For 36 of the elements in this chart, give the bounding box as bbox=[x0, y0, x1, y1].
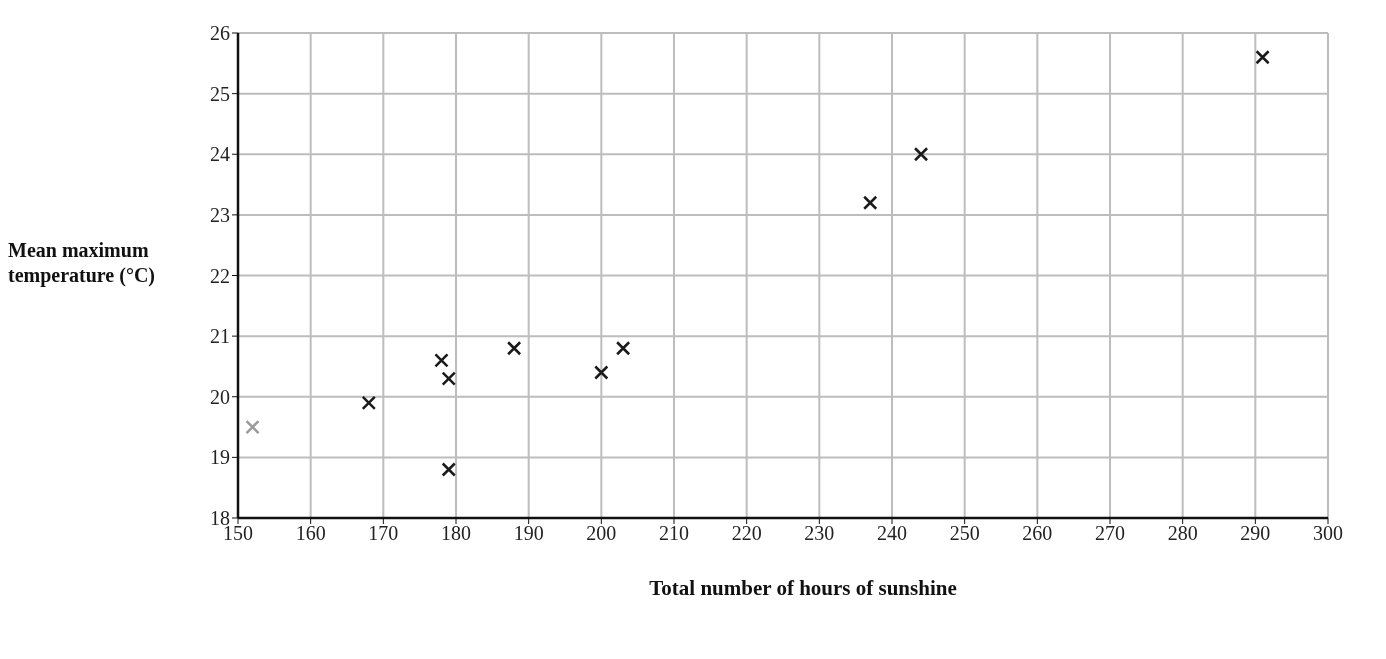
point bbox=[506, 341, 522, 356]
point bbox=[594, 365, 609, 380]
y-tick-label: 21 bbox=[210, 325, 230, 348]
x-tick-label: 260 bbox=[1022, 522, 1053, 545]
x-tick-label: 210 bbox=[659, 522, 689, 545]
y-axis-title: Mean maximum temperature (°C) bbox=[8, 238, 156, 288]
point bbox=[434, 353, 449, 368]
point bbox=[615, 341, 631, 356]
x-tick-label: 190 bbox=[513, 522, 544, 545]
x-tick-label: 300 bbox=[1313, 522, 1343, 545]
y-tick-label: 24 bbox=[210, 143, 230, 166]
x-tick-label: 270 bbox=[1095, 522, 1125, 545]
x-tick-label: 170 bbox=[368, 522, 399, 545]
x-tick-label: 160 bbox=[295, 522, 326, 545]
point bbox=[441, 371, 456, 386]
x-tick-label: 180 bbox=[441, 522, 471, 545]
point bbox=[361, 395, 377, 411]
y-tick-label: 19 bbox=[210, 446, 230, 469]
y-tick-label: 25 bbox=[210, 82, 230, 105]
x-tick-label: 250 bbox=[949, 522, 980, 545]
point bbox=[1255, 50, 1270, 65]
point bbox=[245, 419, 260, 435]
x-axis-title: Total number of hours of sunshine bbox=[648, 576, 958, 601]
x-tick-label: 220 bbox=[731, 522, 762, 545]
x-tick-label: 280 bbox=[1167, 522, 1198, 545]
point bbox=[913, 147, 929, 162]
y-tick-label: 20 bbox=[210, 385, 230, 408]
point bbox=[441, 462, 456, 477]
y-tick-label: 22 bbox=[210, 264, 230, 287]
x-tick-label: 200 bbox=[586, 522, 617, 545]
x-tick-label: 240 bbox=[877, 522, 907, 545]
x-tick-label: 230 bbox=[804, 522, 835, 545]
y-tick-label: 23 bbox=[210, 203, 230, 226]
y-tick-label: 26 bbox=[210, 22, 230, 45]
x-tick-label: 290 bbox=[1240, 522, 1271, 545]
point bbox=[862, 195, 878, 210]
